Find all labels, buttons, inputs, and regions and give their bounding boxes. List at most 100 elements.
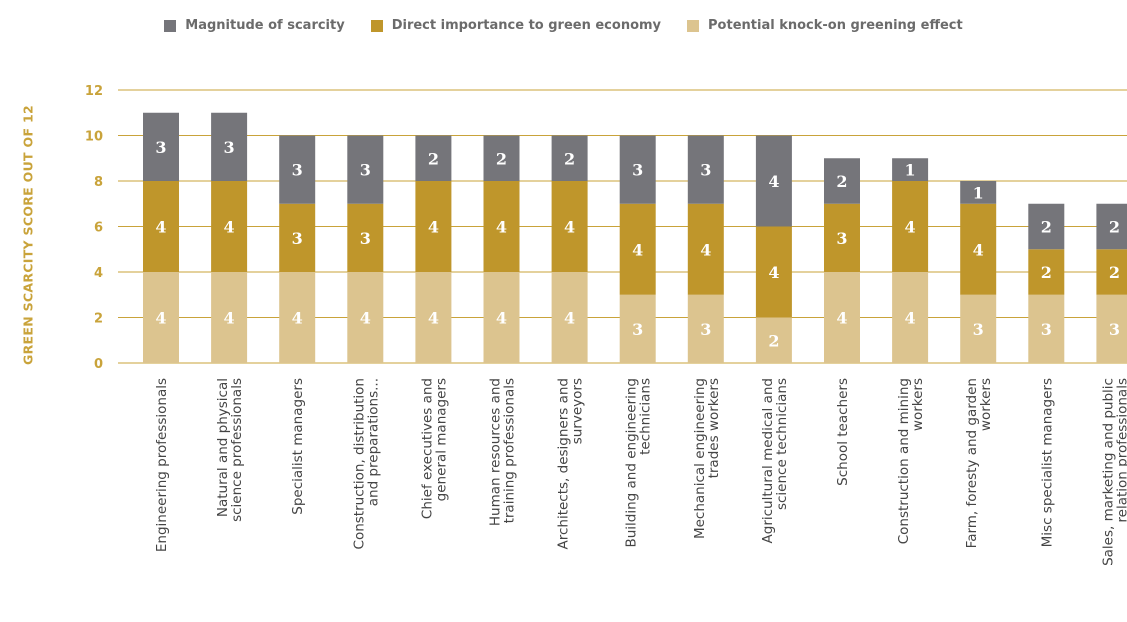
bar-5-series-2 bbox=[483, 135, 520, 181]
x-tick-label-2-line-0: Specialist managers bbox=[290, 378, 306, 515]
data-label-5-series-0: 4 bbox=[496, 309, 507, 328]
bar-9-series-1 bbox=[755, 226, 792, 318]
x-tick-label-12-line-1: workers bbox=[978, 378, 994, 431]
x-tick-label-11-line-0: Construction and mining bbox=[896, 378, 912, 544]
data-label-8-series-2: 3 bbox=[700, 161, 711, 180]
bar-13-series-2 bbox=[1028, 203, 1065, 250]
bar-6-series-0 bbox=[551, 272, 588, 363]
x-tick-label-0: Engineering professionals bbox=[154, 378, 170, 552]
legend-swatch-magnitude-of-scarcity bbox=[164, 19, 177, 32]
legend-label-knock-on-effect: Potential knock-on greening effect bbox=[708, 18, 963, 33]
data-label-6-series-0: 4 bbox=[564, 309, 575, 328]
data-label-9-series-0: 2 bbox=[768, 331, 779, 350]
bar-7-series-2 bbox=[619, 135, 656, 204]
data-label-7-series-1: 4 bbox=[632, 240, 643, 259]
data-label-1-series-2: 3 bbox=[224, 138, 235, 157]
legend-label-direct-importance: Direct importance to green economy bbox=[391, 18, 662, 33]
bar-6-series-2 bbox=[551, 135, 588, 181]
bar-0-series-0 bbox=[143, 272, 179, 363]
data-label-0-series-2: 3 bbox=[155, 138, 166, 157]
data-label-5-series-2: 2 bbox=[496, 149, 507, 168]
bar-11-series-2 bbox=[892, 158, 929, 181]
data-label-3-series-2: 3 bbox=[360, 161, 371, 180]
data-label-2-series-2: 3 bbox=[292, 161, 303, 180]
bar-1-series-0 bbox=[211, 272, 248, 363]
x-tick-label-4-line-0: Chief executives and bbox=[419, 378, 435, 519]
data-label-10-series-1: 3 bbox=[836, 229, 847, 248]
data-label-0-series-0: 4 bbox=[155, 309, 166, 328]
bar-2-series-0 bbox=[279, 272, 316, 363]
bar-4-series-0 bbox=[415, 272, 452, 363]
data-label-11-series-0: 4 bbox=[905, 309, 916, 328]
bar-11-series-0 bbox=[892, 272, 929, 363]
data-label-6-series-2: 2 bbox=[564, 149, 575, 168]
x-tick-label-9-line-0: Agricultural medical and bbox=[760, 378, 776, 543]
x-tick-label-5-line-1: training professionals bbox=[502, 378, 518, 523]
bar-7-series-1 bbox=[619, 203, 656, 295]
data-label-5-series-1: 4 bbox=[496, 218, 507, 237]
data-label-0-series-1: 4 bbox=[155, 218, 166, 237]
bar-10-series-0 bbox=[824, 272, 860, 363]
bar-2-series-1 bbox=[279, 203, 316, 272]
bar-11-series-1 bbox=[892, 181, 929, 272]
data-label-8-series-1: 4 bbox=[700, 240, 711, 259]
data-label-1-series-0: 4 bbox=[224, 309, 235, 328]
data-label-2-series-1: 3 bbox=[292, 229, 303, 248]
x-tick-label-3-line-1: and preparations... bbox=[365, 378, 381, 506]
bar-9-series-0 bbox=[755, 317, 792, 363]
data-label-2-series-0: 4 bbox=[292, 309, 303, 328]
y-tick-label-10: 10 bbox=[85, 130, 103, 145]
data-label-9-series-2: 4 bbox=[768, 172, 779, 191]
x-tick-label-13-line-0: Misc specialist managers bbox=[1039, 378, 1055, 547]
data-label-13-series-1: 2 bbox=[1041, 263, 1052, 282]
data-label-10-series-0: 4 bbox=[836, 309, 847, 328]
x-tick-label-13: Misc specialist managers bbox=[1039, 378, 1055, 547]
bar-3-series-0 bbox=[347, 272, 384, 363]
data-label-13-series-0: 3 bbox=[1041, 320, 1052, 339]
y-tick-label-6: 6 bbox=[94, 221, 103, 236]
x-tick-label-10: School teachers bbox=[835, 378, 851, 486]
x-tick-label-6-line-1: surveyors bbox=[570, 378, 586, 444]
data-label-8-series-0: 3 bbox=[700, 320, 711, 339]
x-tick-label-1-line-1: science professionals bbox=[229, 378, 245, 522]
bar-13-series-0 bbox=[1028, 294, 1065, 363]
x-tick-label-2: Specialist managers bbox=[290, 378, 306, 515]
bar-6-series-1 bbox=[551, 181, 588, 272]
x-tick-label-5-line-0: Human resources and bbox=[488, 378, 504, 526]
data-label-6-series-1: 4 bbox=[564, 218, 575, 237]
data-label-13-series-2: 2 bbox=[1041, 218, 1052, 237]
bar-10-series-1 bbox=[824, 203, 860, 272]
bar-4-series-2 bbox=[415, 135, 452, 181]
x-tick-label-8-line-1: trades workers bbox=[706, 378, 722, 478]
bar-0-series-1 bbox=[143, 181, 179, 272]
x-tick-label-0-line-0: Engineering professionals bbox=[154, 378, 170, 552]
x-tick-label-4-line-1: general managers bbox=[433, 378, 449, 501]
legend-item-knock-on-effect: Potential knock-on greening effect bbox=[687, 18, 963, 33]
data-label-12-series-1: 4 bbox=[973, 240, 984, 259]
bar-14-series-2 bbox=[1096, 203, 1127, 250]
bar-4-series-1 bbox=[415, 181, 452, 272]
legend-swatch-direct-importance bbox=[370, 19, 383, 32]
bar-12-series-2 bbox=[960, 181, 997, 204]
y-tick-label-4: 4 bbox=[94, 266, 103, 281]
bar-1-series-2 bbox=[211, 112, 248, 181]
x-tick-label-14-line-0: Sales, marketing and public bbox=[1100, 378, 1116, 566]
data-label-14-series-2: 2 bbox=[1109, 218, 1120, 237]
bar-8-series-2 bbox=[687, 135, 724, 204]
x-tick-label-8-line-0: Mechanical engineering bbox=[692, 378, 708, 539]
data-label-3-series-0: 4 bbox=[360, 309, 371, 328]
bar-0-series-2 bbox=[143, 112, 179, 181]
bar-10-series-2 bbox=[824, 158, 860, 204]
data-label-1-series-1: 4 bbox=[224, 218, 235, 237]
bar-9-series-2 bbox=[755, 135, 792, 227]
x-tick-label-14-line-1: relation professionals bbox=[1114, 378, 1127, 523]
legend-label-magnitude-of-scarcity: Magnitude of scarcity bbox=[185, 18, 345, 33]
